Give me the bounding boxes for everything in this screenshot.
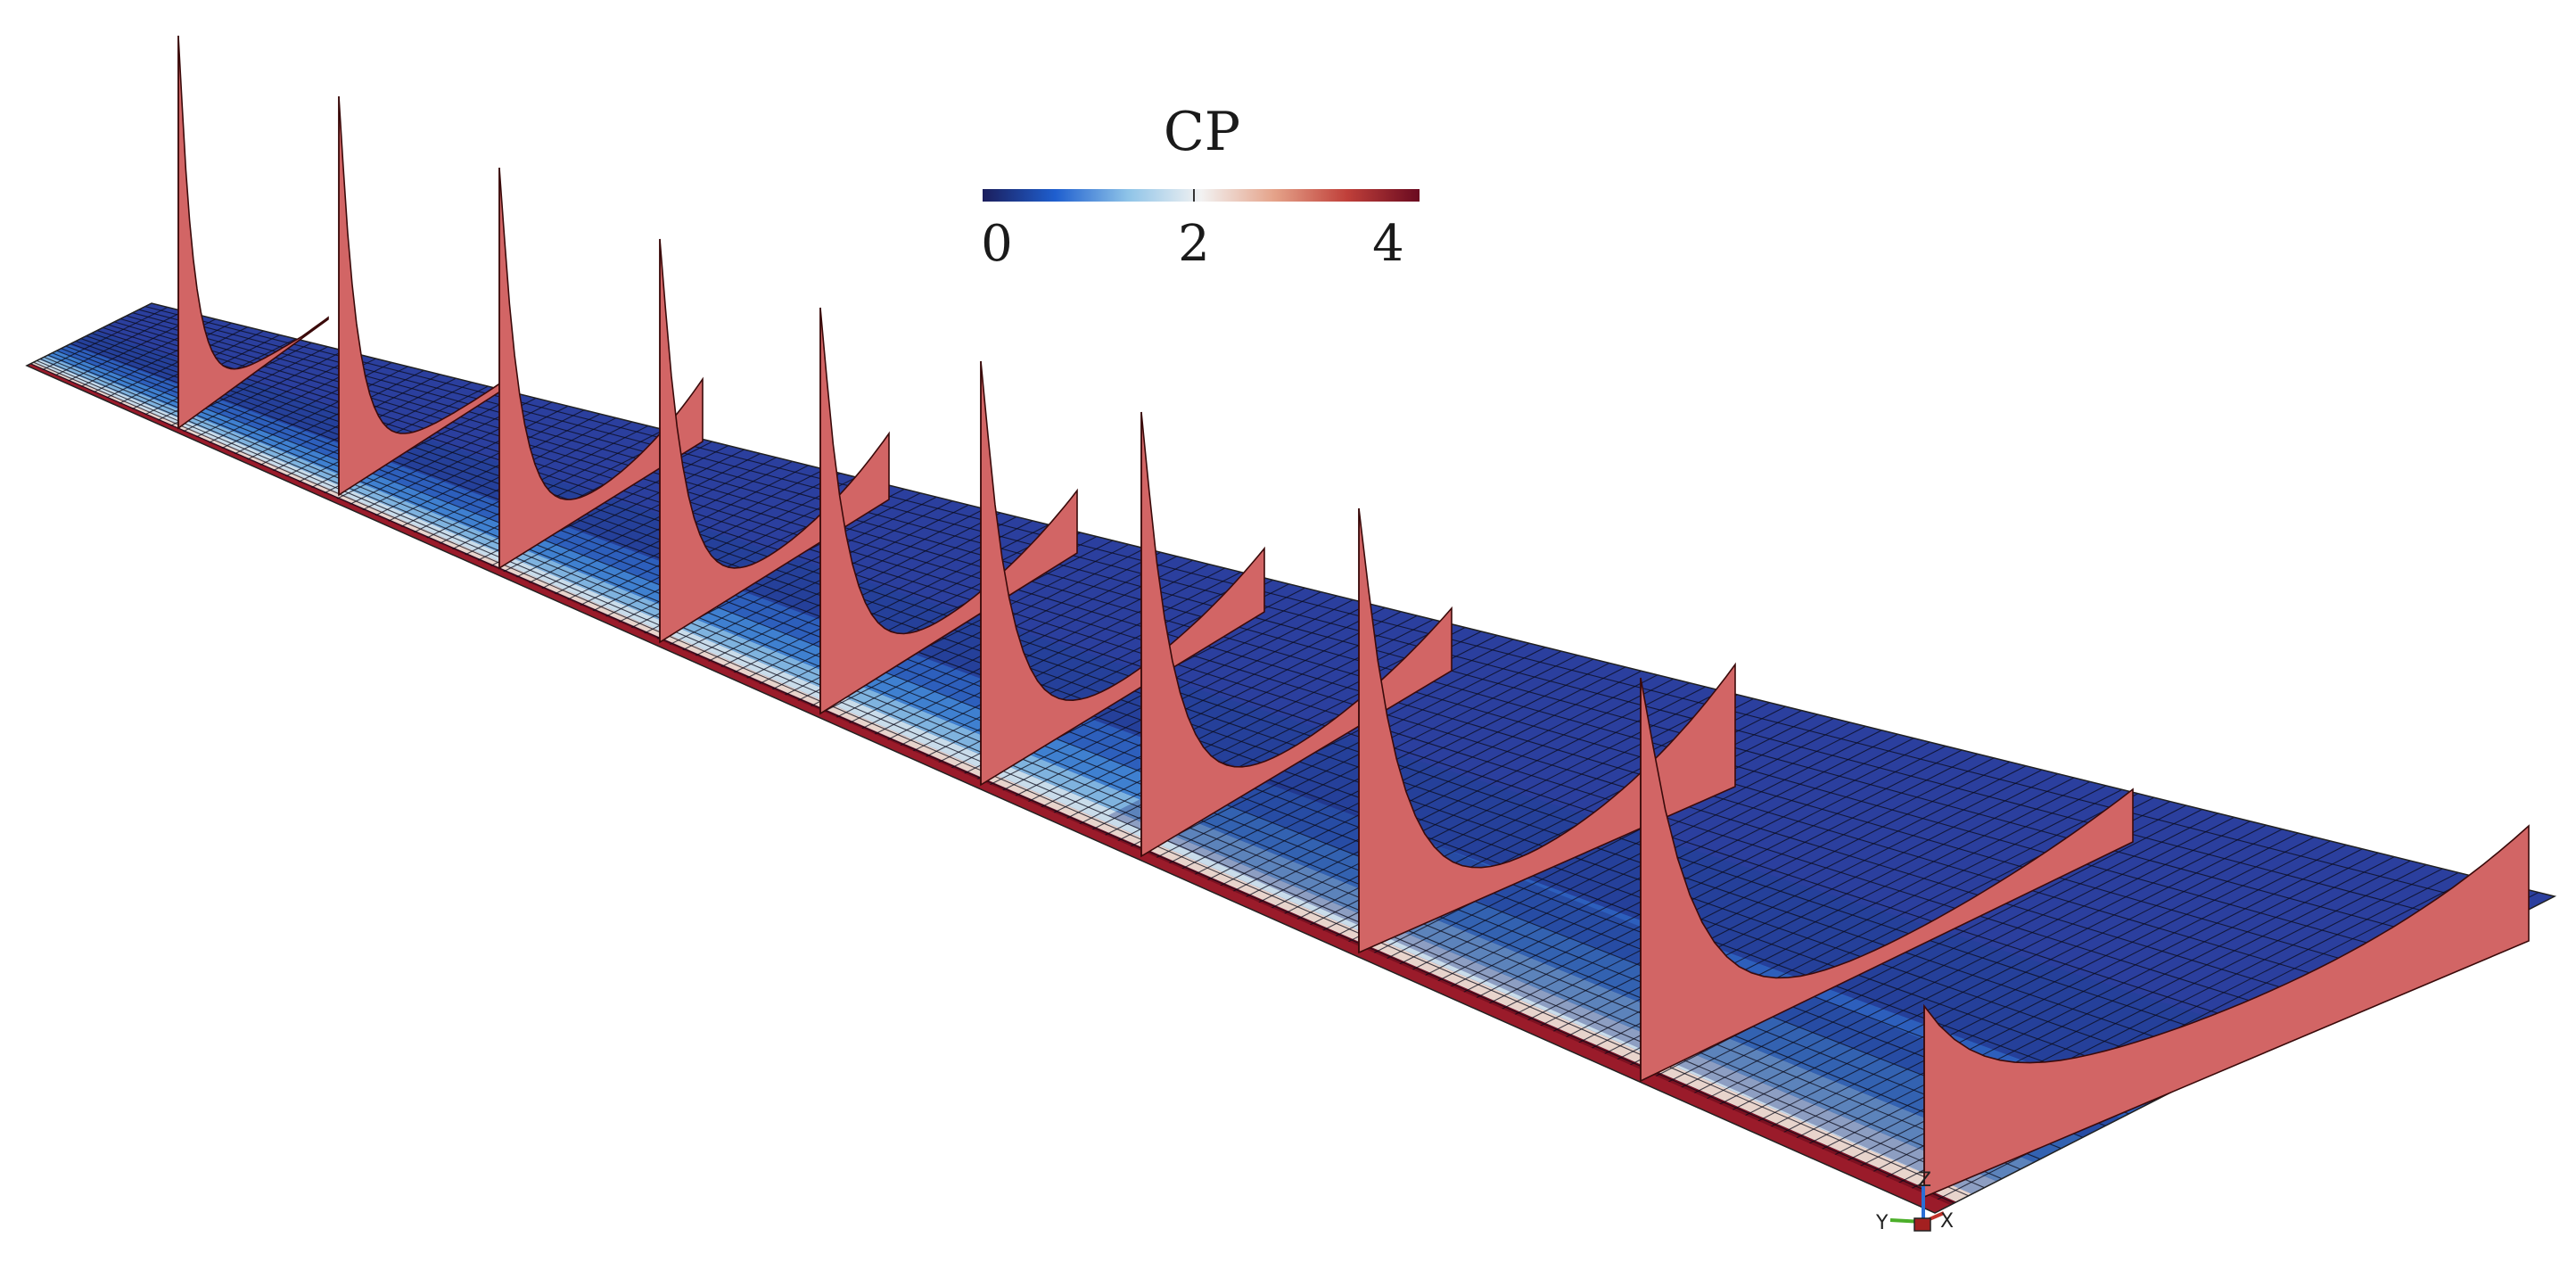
mesh-span-line [433,429,665,548]
mesh-span-line [1222,674,1658,897]
mesh-span-line [573,473,841,609]
mesh-span-line [1057,623,1450,824]
mesh-span-line [1146,650,1562,863]
mesh-span-line [878,567,1226,745]
mesh-span-line [243,369,424,463]
mesh-span-line [904,575,1257,756]
y-axis-label: Y [1875,1212,1889,1234]
mesh-span-line [891,571,1241,751]
mesh-span-line [383,413,601,524]
mesh-span-line [357,405,569,514]
colorbar-tick-2: 4 [1372,215,1404,273]
mesh-chord-line [103,326,2313,1021]
mesh-span-line [1209,670,1642,892]
mesh-span-line [1680,816,2234,1101]
cp-slice [1358,507,1736,954]
mesh-span-line [1197,666,1626,887]
colorbar: CP 0 2 4 [981,101,1420,273]
mesh-span-line [1667,812,2218,1095]
cp-slices [177,35,2530,1199]
mesh-span-line [1654,808,2202,1090]
cp-slice [338,95,516,497]
colorbar-title: CP [1164,101,1240,163]
wing-leading-edge [27,364,1951,1213]
mesh-span-line [523,457,777,587]
mesh-span-line [1438,741,1930,994]
mesh-span-line [853,559,1194,734]
triad-cube [1913,1217,1931,1232]
mesh-span-line [1540,773,2059,1039]
cp-slice [659,238,890,644]
mesh-span-line [1489,757,1995,1016]
mesh-span-line [1451,746,1946,999]
mesh-span-line [663,500,953,649]
mesh-span-line [1731,832,2299,1124]
mesh-span-line [1235,678,1675,903]
mesh-chord-line [114,321,2370,992]
wing-shade-band [39,355,2035,1182]
cp-slice [1640,677,2134,1083]
axis-triad: Z Y X [1875,1169,1954,1234]
mesh-span-line [586,476,857,615]
mesh-span-line [1502,761,2011,1022]
mesh-span-line [1820,860,2411,1163]
mesh-span-line [1527,769,2043,1033]
mesh-span-line [509,452,761,582]
cp-slice [1923,824,2530,1199]
mesh-span-line [497,449,745,575]
mesh-span-line [1387,725,1866,971]
mesh-span-line [1031,615,1418,812]
mesh-span-line [1705,824,2267,1112]
mesh-chord-line [30,363,1955,1204]
mesh-span-line [1743,837,2315,1129]
mesh-span-line [1132,647,1546,858]
mesh-span-line [1514,765,2027,1027]
mesh-span-line [1018,611,1402,807]
cp-slice [819,307,1078,715]
mesh-span-line [1477,753,1979,1010]
mesh-chord-line [108,324,2341,1007]
mesh-span-line [1375,722,1850,965]
mesh-span-line [369,409,585,519]
mesh-span-line [751,528,1066,689]
mesh-span-line [1757,840,2331,1134]
wing-outline [25,302,2557,1214]
mesh-span-line [1718,829,2283,1118]
mesh-span-line [1782,848,2363,1146]
colorbar-bar [983,189,1420,202]
mesh-span-line [1260,686,1707,914]
mesh-chord-line [75,341,2178,1090]
mesh-span-line [1006,606,1386,802]
mesh-span-line [1794,852,2379,1151]
mesh-span-line [1769,844,2347,1141]
mesh-span-line [1692,821,2251,1107]
cp-slice [1140,411,1453,858]
mesh-span-line [1463,749,1963,1005]
x-axis-label: X [1940,1210,1954,1233]
cp-slice [177,35,329,430]
mesh-span-line [1247,682,1691,909]
mesh-span-line [1069,627,1466,829]
z-axis-label: Z [1918,1169,1931,1192]
colorbar-tick-1: 2 [1178,215,1210,273]
colorbar-tick-0: 0 [981,215,1013,273]
cp-slice [980,360,1265,787]
mesh-chord-line [96,330,2284,1035]
wing-shade-band [95,303,2555,1039]
mesh-span-line [713,516,1017,672]
mesh-span-line [1807,856,2395,1158]
mesh-span-line [230,366,408,457]
